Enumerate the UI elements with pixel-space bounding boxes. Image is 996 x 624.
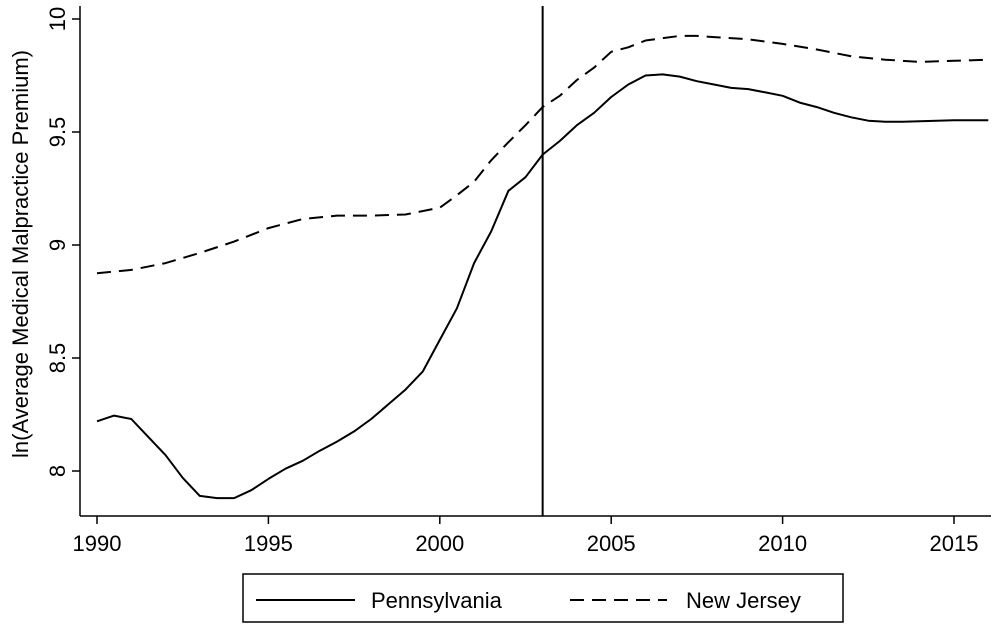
series-line-new-jersey	[96, 34, 989, 275]
y-axis-title: ln(Average Medical Malpractice Premium)	[8, 50, 33, 458]
legend-box	[242, 573, 844, 623]
series-layer	[96, 34, 989, 500]
series-line-pennsylvania	[96, 73, 989, 500]
x-tick-label: 2010	[758, 531, 807, 556]
legend-label-new-jersey: New Jersey	[686, 588, 801, 613]
x-tick-label: 2005	[587, 531, 636, 556]
x-tick-label: 2015	[930, 531, 979, 556]
y-tick-label: 8	[45, 465, 70, 477]
y-tick-label: 9	[45, 239, 70, 251]
x-tick-label: 1995	[244, 531, 293, 556]
y-tick-label: 8.5	[45, 343, 70, 374]
x-tick-label: 1990	[73, 531, 122, 556]
legend: Pennsylvania New Jersey	[242, 573, 844, 623]
y-tick-label: 9.5	[45, 117, 70, 148]
legend-label-pennsylvania: Pennsylvania	[371, 588, 503, 613]
axes: 8 8.5 9 9.5 10 1990 1995 2000 2005 2010 2015	[45, 6, 991, 556]
x-tick-label: 2000	[415, 531, 464, 556]
y-tick-label: 10	[45, 7, 70, 31]
